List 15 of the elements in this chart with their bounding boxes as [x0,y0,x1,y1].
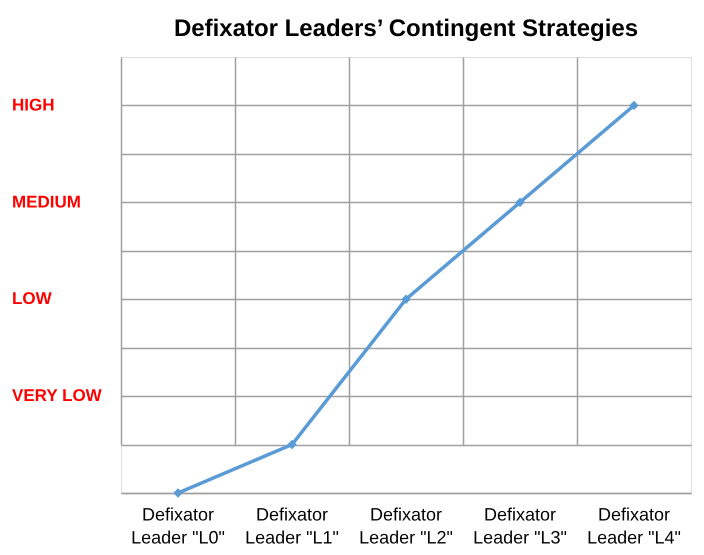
text: MEDIUM [12,192,81,212]
text: VERY LOW [12,386,103,406]
point [287,440,297,450]
x-tick-label: Defixator Leader "L0" [131,504,225,548]
chart-title: Defixator Leaders’ Contingent Strategies [174,15,638,42]
x-tick-label: Defixator Leader "L2" [359,504,453,548]
point [515,198,525,208]
x-tick-label: Defixator Leader "L3" [473,504,567,548]
x-tick-label: Defixator Leader "L4" [587,504,681,548]
x-tick-label: Defixator Leader "L1" [245,504,339,548]
point [401,294,411,304]
point [173,488,183,498]
point [629,100,639,110]
text: LOW [12,289,53,308]
text: HIGH [12,95,54,114]
